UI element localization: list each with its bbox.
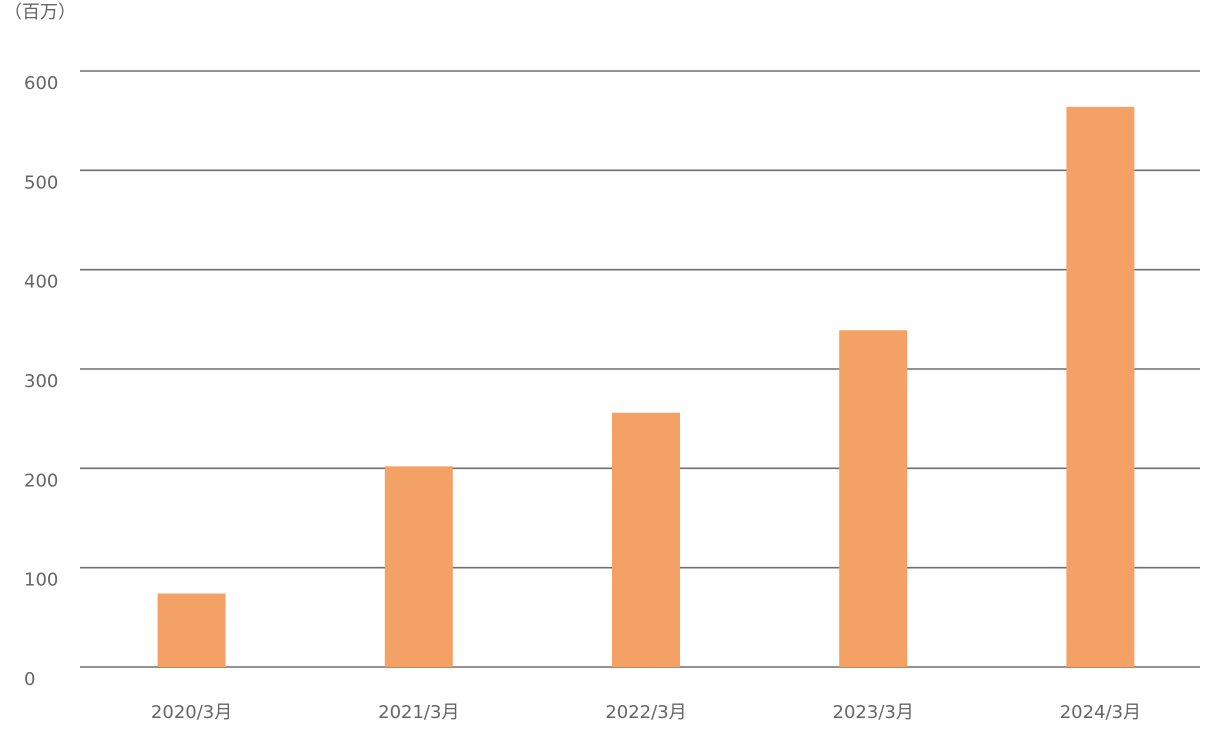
bars bbox=[157, 106, 1135, 667]
y-unit-label: （百万） bbox=[4, 2, 76, 23]
y-tick-label: 300 bbox=[24, 371, 58, 392]
x-tick-label: 2021/3月 bbox=[378, 702, 459, 723]
y-tick-label: 200 bbox=[24, 470, 58, 491]
bar-2022/3月 bbox=[612, 412, 680, 667]
y-tick-label: 0 bbox=[24, 669, 35, 690]
y-tick-label: 600 bbox=[24, 73, 58, 94]
x-tick-label: 2022/3月 bbox=[605, 702, 686, 723]
y-tick-label: 100 bbox=[24, 570, 58, 591]
bar-2024/3月 bbox=[1066, 106, 1135, 667]
bar-2021/3月 bbox=[384, 466, 453, 667]
bar-2023/3月 bbox=[839, 330, 908, 667]
x-tick-label: 2023/3月 bbox=[833, 702, 914, 723]
y-tick-label: 500 bbox=[24, 172, 58, 193]
y-tick-label: 400 bbox=[24, 272, 58, 293]
x-tick-label: 2024/3月 bbox=[1060, 702, 1141, 723]
y-tick-labels: 0 100 200 300 400 500 600 bbox=[24, 73, 58, 690]
x-tick-labels: 2020/3月 2021/3月 2022/3月 2023/3月 2024/3月 bbox=[151, 702, 1141, 723]
bar-2020/3月 bbox=[157, 593, 226, 667]
x-tick-label: 2020/3月 bbox=[151, 702, 232, 723]
